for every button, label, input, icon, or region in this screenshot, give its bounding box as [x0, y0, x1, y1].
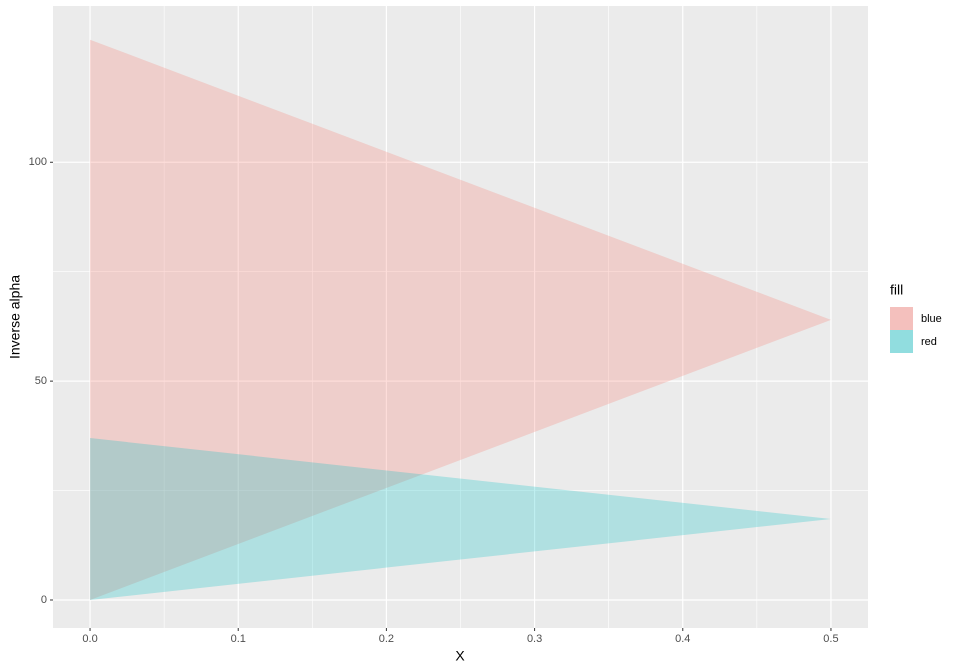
legend-key-bg: [890, 330, 913, 353]
x-tick-label: 0.5: [823, 633, 838, 645]
y-axis-title: Inverse alpha: [7, 275, 23, 359]
legend-label: blue: [921, 313, 942, 325]
y-tick-label: 100: [29, 156, 47, 168]
legend-title: fill: [890, 282, 903, 298]
x-tick-label: 0.4: [675, 633, 690, 645]
x-tick-label: 0.2: [379, 633, 394, 645]
legend-label: red: [921, 336, 937, 348]
ribbon: [90, 39, 831, 600]
legend-key: [890, 330, 913, 353]
y-tick-label: 0: [41, 594, 47, 606]
x-axis-title: X: [455, 648, 465, 664]
x-tick-label: 0.3: [527, 633, 542, 645]
x-tick-label: 0.1: [231, 633, 246, 645]
x-tick-label: 0.0: [82, 633, 97, 645]
ribbon: [90, 438, 831, 600]
legend-key-bg: [890, 307, 913, 330]
legend-key: [890, 307, 913, 330]
y-tick-label: 50: [35, 375, 47, 387]
